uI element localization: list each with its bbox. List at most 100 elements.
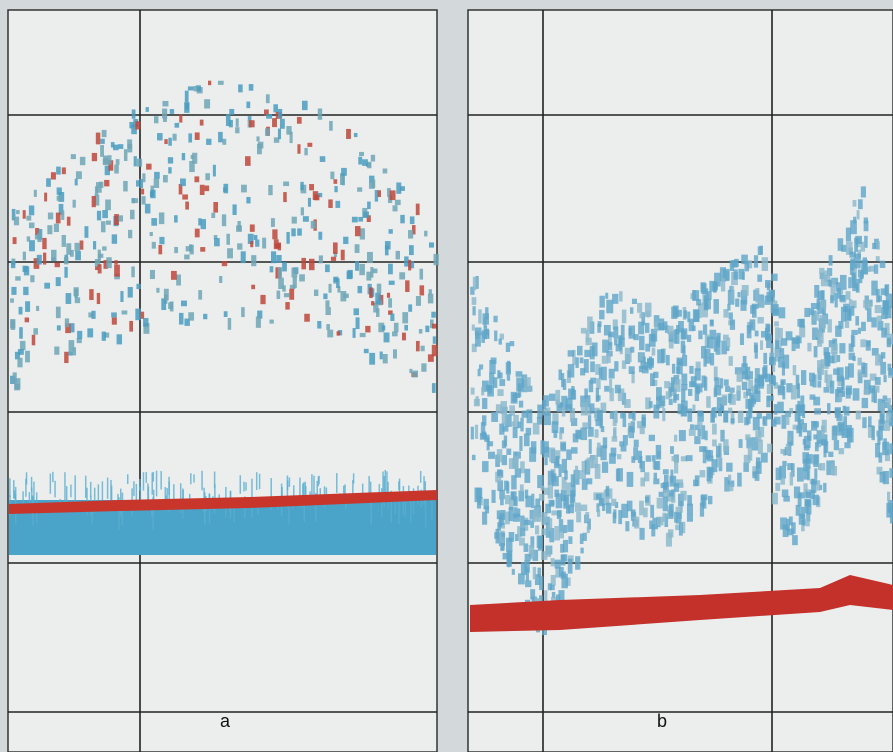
echo	[879, 472, 886, 483]
echo	[700, 494, 708, 501]
echo	[386, 292, 391, 298]
echo	[811, 478, 818, 485]
echo	[317, 476, 320, 487]
echo	[708, 467, 713, 479]
echo	[819, 267, 825, 275]
echo	[354, 244, 360, 253]
echo	[200, 247, 206, 252]
echo	[495, 404, 502, 414]
echo	[29, 240, 35, 252]
echo	[139, 486, 142, 508]
echo	[735, 298, 740, 307]
echo	[487, 384, 494, 397]
echo	[793, 486, 801, 499]
echo	[885, 293, 893, 308]
echo	[87, 328, 94, 338]
echo	[10, 261, 16, 269]
echo	[174, 246, 178, 254]
echo	[325, 307, 331, 316]
echo	[16, 210, 20, 215]
echo	[383, 476, 386, 508]
echo	[127, 286, 133, 298]
echo	[796, 426, 801, 434]
echo	[277, 242, 282, 251]
echo	[652, 517, 658, 530]
echo	[810, 302, 818, 310]
echo	[729, 319, 736, 330]
echo	[580, 395, 586, 408]
echo	[747, 260, 753, 269]
echo	[868, 265, 875, 272]
echo	[353, 132, 358, 138]
echo	[380, 488, 383, 518]
echo	[245, 482, 247, 491]
echo	[873, 264, 879, 274]
echo	[719, 378, 724, 389]
echo	[757, 439, 763, 455]
echo	[317, 320, 322, 329]
echo	[849, 305, 855, 316]
echo	[880, 352, 886, 359]
echo	[166, 488, 168, 506]
echo	[225, 114, 231, 126]
echo	[251, 478, 253, 504]
echo	[602, 437, 608, 449]
echo	[814, 285, 820, 298]
echo	[728, 474, 732, 481]
echo	[512, 427, 518, 439]
echo	[84, 226, 89, 238]
echo	[603, 324, 611, 336]
echo	[664, 474, 669, 488]
echo	[787, 463, 793, 471]
echo	[566, 449, 572, 460]
echo	[470, 387, 475, 395]
echo	[162, 174, 168, 183]
echo	[799, 325, 806, 338]
echo	[809, 308, 814, 316]
echo	[74, 475, 76, 506]
echo	[792, 365, 797, 376]
echo	[33, 481, 35, 505]
echo	[752, 416, 760, 431]
echo	[754, 390, 761, 402]
echo	[130, 209, 135, 220]
echo	[814, 408, 822, 415]
echo	[565, 577, 571, 586]
echo	[681, 373, 688, 385]
echo	[887, 363, 892, 371]
echo	[658, 491, 665, 497]
echo	[673, 434, 678, 442]
echo	[542, 408, 548, 416]
echo	[272, 229, 278, 240]
echo	[424, 496, 427, 528]
echo	[579, 533, 584, 545]
echo	[269, 266, 274, 273]
echo	[270, 218, 275, 227]
echo	[382, 168, 388, 174]
echo	[91, 310, 96, 319]
echo	[692, 309, 700, 323]
echo	[637, 302, 643, 313]
echo	[128, 229, 133, 239]
echo	[316, 480, 319, 496]
echo	[621, 503, 629, 518]
echo	[720, 429, 725, 442]
echo	[505, 511, 510, 525]
echo	[273, 104, 278, 113]
echo	[872, 242, 879, 250]
echo	[523, 543, 529, 552]
echo	[713, 299, 719, 314]
echo	[723, 439, 729, 452]
echo	[121, 310, 128, 315]
echo	[512, 513, 520, 522]
echo	[653, 371, 659, 379]
echo	[65, 323, 71, 334]
echo	[70, 323, 75, 333]
echo	[55, 212, 61, 224]
echo	[581, 461, 588, 472]
echo	[424, 230, 428, 237]
echo	[63, 256, 69, 265]
echo	[764, 373, 771, 383]
echo	[545, 522, 551, 538]
echo	[72, 199, 76, 208]
